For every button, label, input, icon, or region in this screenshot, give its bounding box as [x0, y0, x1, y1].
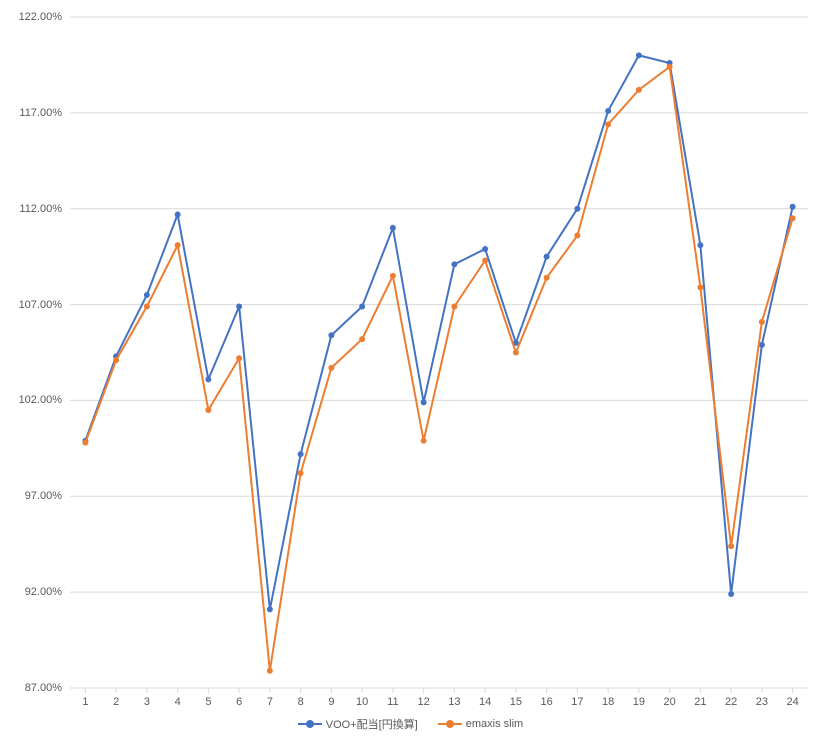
data-point: [544, 275, 550, 281]
x-axis-label: 22: [725, 696, 737, 708]
data-point: [482, 246, 488, 252]
x-axis-label: 23: [756, 696, 768, 708]
data-point: [175, 242, 181, 248]
data-point: [697, 242, 703, 248]
data-point: [390, 225, 396, 231]
x-axis-label: 14: [479, 696, 491, 708]
data-point: [328, 332, 334, 338]
x-axis-label: 20: [664, 696, 676, 708]
x-axis-label: 9: [328, 696, 334, 708]
data-point: [267, 606, 273, 612]
data-point: [759, 319, 765, 325]
data-point: [574, 233, 580, 239]
data-point: [790, 215, 796, 221]
x-axis-label: 2: [113, 696, 119, 708]
data-point: [144, 303, 150, 309]
x-axis-label: 10: [356, 696, 368, 708]
y-axis-label: 92.00%: [0, 586, 62, 598]
chart-legend: VOO+配当[円換算] emaxis slim: [0, 716, 821, 732]
x-axis-label: 1: [82, 696, 88, 708]
x-axis-label: 11: [387, 696, 398, 708]
y-axis-label: 97.00%: [0, 490, 62, 502]
data-point: [421, 399, 427, 405]
legend-item: emaxis slim: [438, 718, 523, 730]
data-point: [359, 303, 365, 309]
data-point: [482, 257, 488, 263]
y-axis-label: 117.00%: [0, 107, 62, 119]
data-point: [175, 211, 181, 217]
data-point: [605, 121, 611, 127]
data-point: [82, 440, 88, 446]
data-point: [636, 87, 642, 93]
x-axis-label: 13: [448, 696, 460, 708]
chart-svg: [0, 0, 821, 741]
x-axis-label: 8: [298, 696, 304, 708]
legend-label: emaxis slim: [466, 718, 523, 730]
data-point: [328, 365, 334, 371]
data-point: [790, 204, 796, 210]
data-point: [144, 292, 150, 298]
data-point: [667, 64, 673, 70]
y-axis-label: 107.00%: [0, 299, 62, 311]
data-point: [544, 254, 550, 260]
x-axis-label: 3: [144, 696, 150, 708]
x-axis-label: 5: [205, 696, 211, 708]
x-axis-label: 15: [510, 696, 522, 708]
data-point: [390, 273, 396, 279]
data-point: [513, 350, 519, 356]
data-point: [205, 376, 211, 382]
data-point: [298, 451, 304, 457]
x-axis-label: 12: [418, 696, 430, 708]
x-axis-label: 19: [633, 696, 645, 708]
series-line: [85, 55, 792, 609]
data-point: [728, 591, 734, 597]
y-axis-label: 112.00%: [0, 203, 62, 215]
data-point: [298, 470, 304, 476]
legend-item: VOO+配当[円換算]: [298, 716, 418, 732]
data-point: [113, 357, 119, 363]
x-axis-label: 17: [571, 696, 583, 708]
data-point: [605, 108, 611, 114]
data-point: [421, 438, 427, 444]
data-point: [236, 303, 242, 309]
x-axis-label: 4: [175, 696, 181, 708]
data-point: [236, 355, 242, 361]
x-axis-label: 7: [267, 696, 273, 708]
y-axis-label: 87.00%: [0, 682, 62, 694]
legend-swatch: [298, 718, 322, 730]
data-point: [636, 52, 642, 58]
y-axis-label: 122.00%: [0, 11, 62, 23]
y-axis-label: 102.00%: [0, 394, 62, 406]
data-point: [451, 261, 457, 267]
data-point: [574, 206, 580, 212]
data-point: [451, 303, 457, 309]
data-point: [728, 543, 734, 549]
legend-label: VOO+配当[円換算]: [326, 716, 418, 732]
x-axis-label: 21: [694, 696, 706, 708]
x-axis-label: 18: [602, 696, 614, 708]
data-point: [267, 668, 273, 674]
data-point: [205, 407, 211, 413]
x-axis-label: 24: [787, 696, 799, 708]
data-point: [359, 336, 365, 342]
line-chart: 87.00% 92.00% 97.00% 102.00% 107.00% 112.00% 1…: [0, 0, 821, 741]
legend-swatch: [438, 718, 462, 730]
x-axis-label: 6: [236, 696, 242, 708]
x-axis-label: 16: [541, 696, 553, 708]
data-point: [697, 284, 703, 290]
